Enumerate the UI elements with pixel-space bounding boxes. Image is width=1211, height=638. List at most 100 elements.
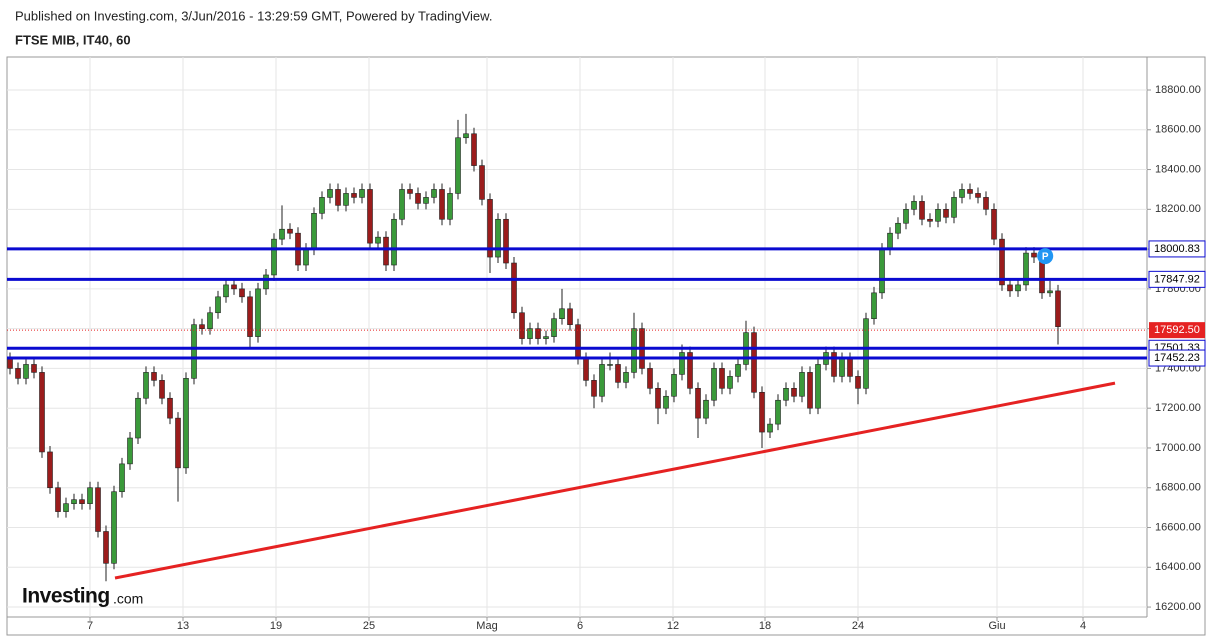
- candle-body: [111, 491, 117, 564]
- candle-body: [1031, 252, 1037, 258]
- candle-body: [343, 193, 349, 206]
- candle-body: [391, 218, 397, 266]
- level-box: [1148, 270, 1206, 288]
- candle-body: [359, 189, 365, 198]
- x-tick-label: 18: [759, 620, 771, 632]
- candle-body: [487, 199, 493, 258]
- candle-body: [759, 391, 765, 433]
- candle-body: [751, 332, 757, 393]
- candle-body: [679, 352, 685, 375]
- candle-body: [831, 352, 837, 377]
- candle-body: [727, 376, 733, 389]
- last-price-box: [1149, 322, 1205, 339]
- candle-body: [335, 189, 341, 206]
- last-price-label: 17592.50: [1154, 324, 1200, 336]
- candle-body: [215, 296, 221, 314]
- candle-body: [15, 368, 21, 379]
- candle-body: [1023, 252, 1029, 286]
- candle-body: [95, 487, 101, 532]
- candle-body: [519, 312, 525, 339]
- candle-body: [623, 372, 629, 383]
- candle-body: [663, 395, 669, 409]
- candle-body: [415, 193, 421, 204]
- candle-body: [1007, 284, 1013, 292]
- candle-body: [63, 503, 69, 512]
- candle-body: [1047, 290, 1053, 294]
- candle-body: [647, 368, 653, 389]
- candle-body: [239, 288, 245, 298]
- candle-body: [311, 213, 317, 250]
- level-label: 18000.83: [1154, 243, 1200, 255]
- candle-body: [583, 358, 589, 381]
- candle-body: [959, 189, 965, 198]
- candle-body: [935, 209, 941, 222]
- y-tick-label: 17200.00: [1155, 402, 1201, 414]
- x-tick-label: 25: [363, 620, 375, 632]
- y-tick-label: 18600.00: [1155, 124, 1201, 136]
- x-tick-label: 6: [577, 620, 583, 632]
- candle-body: [887, 232, 893, 250]
- candle-body: [687, 352, 693, 389]
- candle-body: [535, 328, 541, 339]
- candle-body: [255, 288, 261, 337]
- candle-body: [695, 388, 701, 419]
- candle-body: [167, 397, 173, 419]
- candle-body: [127, 437, 133, 465]
- candle-body: [911, 201, 917, 210]
- candle-body: [671, 374, 677, 397]
- candle-body: [143, 372, 149, 399]
- x-tick-label: Giu: [988, 620, 1005, 632]
- candle-body: [223, 284, 229, 298]
- candle-body: [191, 324, 197, 379]
- candle-body: [87, 487, 93, 504]
- candle-body: [455, 137, 461, 194]
- candle-body: [815, 364, 821, 409]
- candle-body: [327, 189, 333, 198]
- candle-body: [263, 274, 269, 290]
- candle-body: [871, 292, 877, 320]
- candle-body: [271, 238, 277, 276]
- candle-body: [1015, 284, 1021, 292]
- candle-body: [719, 368, 725, 389]
- candle-body: [247, 296, 253, 337]
- marker: [1037, 248, 1054, 265]
- x-tick-label: 24: [852, 620, 864, 632]
- candle-body: [527, 328, 533, 339]
- candle-body: [927, 218, 933, 222]
- y-tick-label: 16800.00: [1155, 482, 1201, 494]
- candle-body: [135, 397, 141, 439]
- y-tick-label: 17000.00: [1155, 442, 1201, 454]
- published-note: Published on Investing.com, 3/Jun/2016 -…: [15, 8, 492, 23]
- candle-body: [895, 222, 901, 234]
- candle-body: [655, 388, 661, 409]
- candle-body: [103, 531, 109, 564]
- x-tick-label: 7: [87, 620, 93, 632]
- candle-body: [711, 368, 717, 401]
- candle-body: [287, 228, 293, 234]
- candle-body: [319, 197, 325, 214]
- candle-body: [199, 324, 205, 329]
- candle-body: [119, 463, 125, 493]
- candle-body: [463, 133, 469, 139]
- candle-body: [423, 197, 429, 204]
- candle-body: [39, 372, 45, 453]
- candle-body: [983, 197, 989, 210]
- candle-body: [559, 308, 565, 320]
- chart-title: FTSE MIB, IT40, 60: [15, 32, 131, 47]
- x-tick-label: 13: [177, 620, 189, 632]
- candle-body: [807, 372, 813, 409]
- candle-body: [447, 193, 453, 220]
- candle-body: [783, 388, 789, 401]
- chart-frame: [6, 56, 1206, 636]
- candle-body: [79, 499, 85, 504]
- candle-body: [183, 378, 189, 469]
- marker-label: P: [1042, 252, 1049, 263]
- y-tick-label: 16200.00: [1155, 601, 1201, 613]
- candle-body: [975, 193, 981, 198]
- y-tick-label: 18200.00: [1155, 203, 1201, 215]
- candle-body: [47, 451, 53, 489]
- logo: Investing: [22, 585, 110, 608]
- candle-body: [439, 189, 445, 220]
- candle-body: [839, 358, 845, 377]
